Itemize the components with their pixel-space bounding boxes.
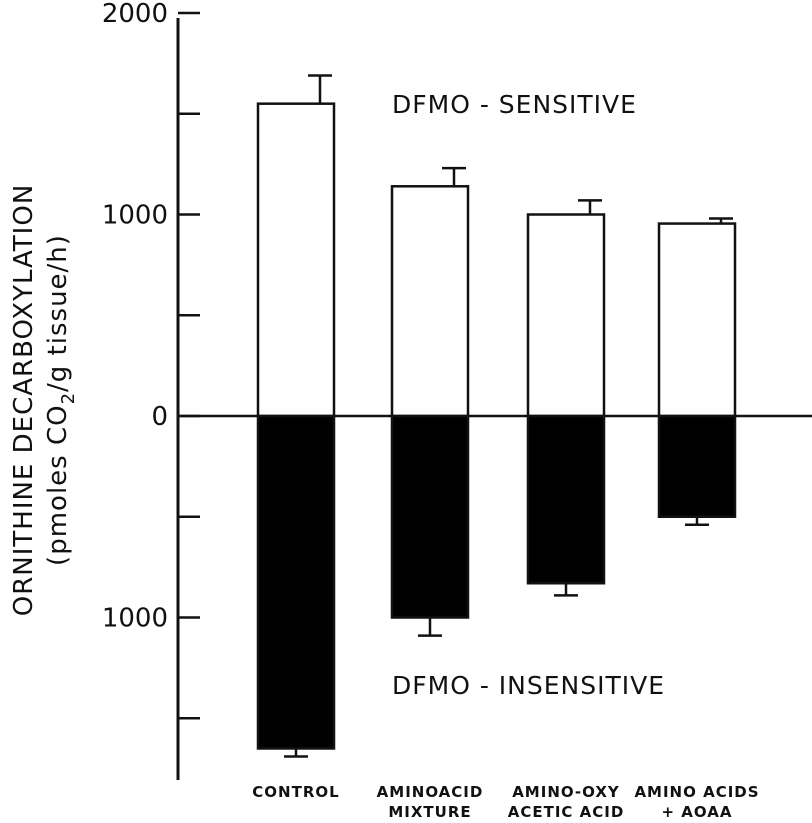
y-tick-label: 1000 [102,201,168,231]
bars [256,74,737,758]
sensitive-bar [256,102,336,418]
category-label: ACETIC ACID [508,803,625,821]
sensitive-bar [526,213,606,418]
category-label: MIXTURE [388,803,471,821]
category-label: CONTROL [252,783,339,801]
insensitive-bar [526,414,606,585]
category-label: AMINO ACIDS [634,783,759,801]
sensitive-annotation: DFMO - SENSITIVE [392,90,637,119]
insensitive-annotation: DFMO - INSENSITIVE [392,671,665,700]
labels: 2000 1000 0 1000 CONTROL AMINOACID MIXTURE AMIN… [102,0,759,821]
y-tick-label: 1000 [102,604,168,634]
category-label: AMINO-OXY [512,783,620,801]
insensitive-bar [657,414,737,518]
y-tick-label: 2000 [102,0,168,29]
category-label: + AOAA [662,803,733,821]
insensitive-bar [390,414,470,619]
category-label: AMINOACID [377,783,484,801]
y-axis-label-line1: ORNITHINE DECARBOXYLATION [9,184,39,617]
insensitive-bar [256,414,336,750]
sensitive-bar [390,185,470,418]
y-tick-label: 0 [151,402,168,432]
y-axis-label-line2: (pmoles CO2/g tissue/h) [43,234,79,566]
y-axis-label: ORNITHINE DECARBOXYLATION (pmoles CO2/g … [9,184,79,617]
sensitive-bar [657,222,737,418]
